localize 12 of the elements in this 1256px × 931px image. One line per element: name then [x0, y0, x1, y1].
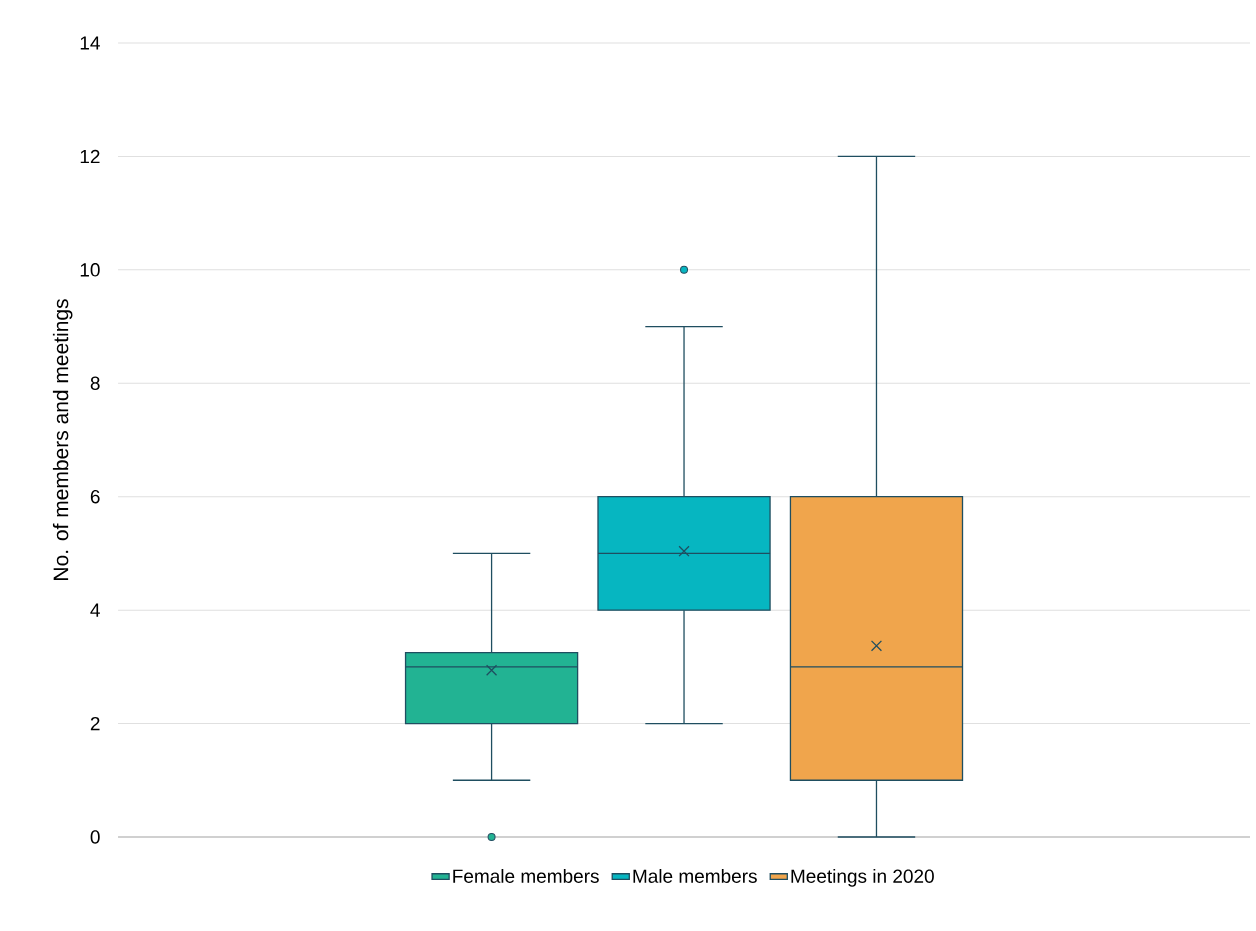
- y-tick-label: 4: [90, 603, 100, 617]
- y-tick-label: 2: [90, 716, 100, 731]
- y-tick-label: 14: [80, 36, 100, 50]
- y-axis-title: No. of members and meetings: [52, 299, 73, 580]
- legend-label: Female members: [453, 868, 599, 883]
- y-tick-label: 12: [80, 149, 100, 164]
- y-tick-label: 10: [80, 263, 100, 277]
- y-tick-label: 6: [90, 489, 100, 504]
- legend-label: Male members: [633, 868, 757, 883]
- y-tick-label: 0: [90, 830, 100, 844]
- legend-label: Meetings in 2020: [791, 868, 934, 887]
- y-tick-label: 8: [90, 376, 100, 390]
